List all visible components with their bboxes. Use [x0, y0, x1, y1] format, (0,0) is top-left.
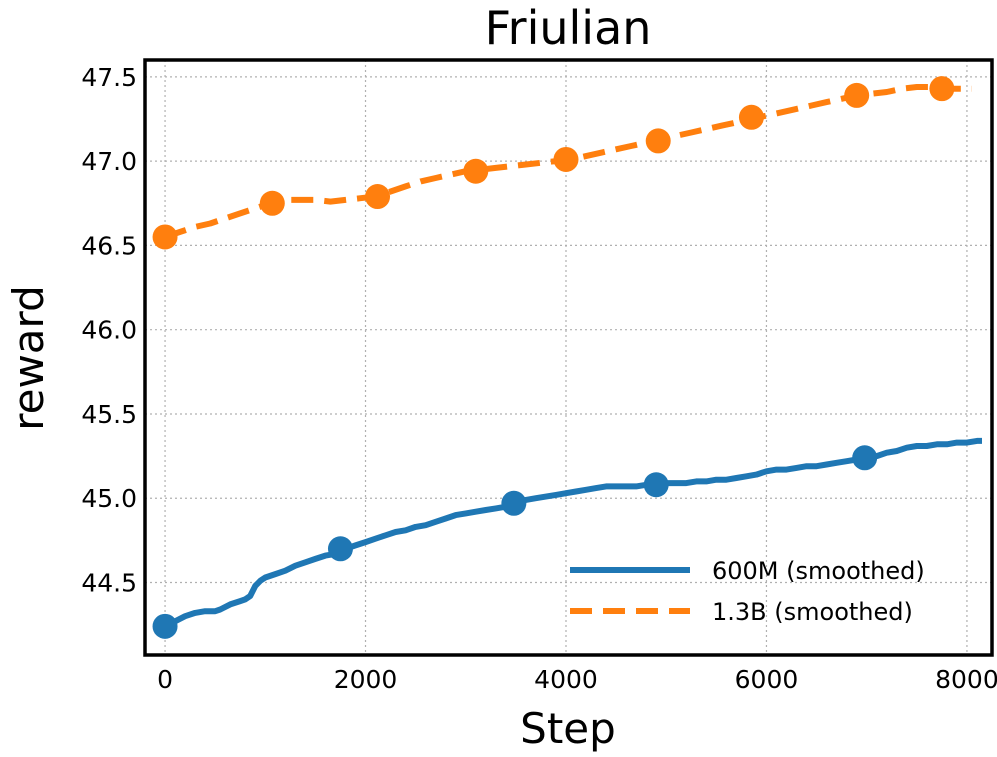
- legend-label-600m: 600M (smoothed): [712, 557, 925, 585]
- y-tick-label-4: 46.5: [81, 231, 137, 260]
- x-axis-label: Step: [520, 704, 616, 753]
- y-tick-label-5: 47.0: [81, 147, 137, 176]
- series-0-marker-2: [501, 490, 527, 516]
- series-1-marker-6: [738, 104, 764, 130]
- x-tick-label-2: 4000: [534, 665, 598, 694]
- y-tick-label-6: 47.5: [81, 63, 137, 92]
- series-1-marker-5: [645, 128, 671, 154]
- y-tick-label-0: 44.5: [81, 569, 137, 598]
- x-tick-label-3: 6000: [735, 665, 799, 694]
- grid: [145, 60, 992, 655]
- series-1-marker-0: [152, 224, 178, 250]
- series-0-marker-3: [643, 472, 669, 498]
- series-0-marker-1: [327, 536, 353, 562]
- plot-frame: [143, 58, 994, 657]
- x-tick-label-4: 8000: [935, 665, 997, 694]
- series-1-marker-8: [929, 76, 955, 102]
- legend-label-1-3b: 1.3B (smoothed): [712, 598, 913, 626]
- y-ticks: 44.5 45.0 45.5 46.0 46.5 47.0 47.5: [81, 63, 137, 598]
- y-axis-label: reward: [4, 285, 53, 430]
- x-ticks: 0 2000 4000 6000 8000: [157, 665, 997, 694]
- y-tick-label-2: 45.5: [81, 400, 137, 429]
- series-1-marker-2: [365, 184, 391, 210]
- series-1-marker-3: [463, 158, 489, 184]
- series-0-marker-4: [852, 445, 878, 471]
- series-1-marker-7: [844, 82, 870, 108]
- series-1-marker-1: [259, 190, 285, 216]
- series-0-marker-0: [152, 613, 178, 639]
- series-line-0: [163, 437, 982, 629]
- series-1-marker-4: [553, 146, 579, 172]
- series-layer: [152, 76, 982, 639]
- y-tick-label-1: 45.0: [81, 484, 137, 513]
- legend: 600M (smoothed) 1.3B (smoothed): [570, 557, 925, 626]
- chart-title: Friulian: [485, 1, 652, 55]
- x-tick-label-0: 0: [157, 665, 173, 694]
- x-tick-label-1: 2000: [334, 665, 398, 694]
- y-tick-label-3: 46.0: [81, 316, 137, 345]
